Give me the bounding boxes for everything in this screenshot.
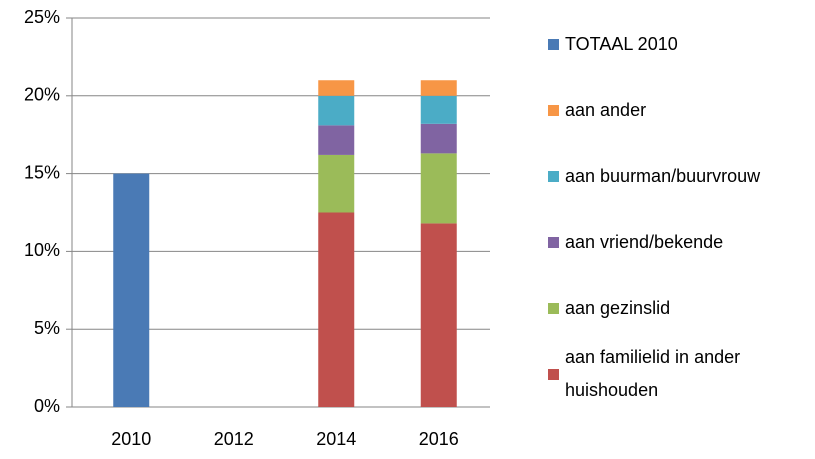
bar-segment <box>420 95 457 124</box>
y-tick-label: 0% <box>34 396 60 416</box>
bar-segment <box>318 95 355 126</box>
bar-segment <box>318 212 355 407</box>
legend-swatch <box>548 170 559 182</box>
legend: TOTAAL 2010 aan ander aan buurman/buurvrou… <box>548 11 810 407</box>
bar-segment <box>318 154 355 213</box>
bar-segment <box>113 173 150 407</box>
legend-item: aan vriend/bekende <box>548 209 810 275</box>
x-tick-label: 2010 <box>111 429 151 449</box>
bar-segment <box>420 123 457 154</box>
y-tick-label: 10% <box>24 240 60 260</box>
x-tick-label: 2016 <box>419 429 459 449</box>
legend-label: aan gezinslid <box>565 297 671 318</box>
bar-segment <box>420 80 457 96</box>
y-tick-label: 20% <box>24 85 60 105</box>
legend-label: aan familielid in ander huishouden <box>565 347 741 400</box>
bar-segment <box>318 125 355 155</box>
legend-swatch <box>548 368 559 380</box>
legend-swatch <box>548 236 559 248</box>
y-tick-label: 25% <box>24 7 60 27</box>
legend-item: aan buurman/buurvrouw <box>548 143 810 209</box>
legend-label: TOTAAL 2010 <box>565 33 678 54</box>
legend-label: aan buurman/buurvrouw <box>565 165 761 186</box>
bar-segment <box>420 223 457 407</box>
bar-segment <box>318 80 355 96</box>
legend-swatch <box>548 302 559 314</box>
legend-item: aan gezinslid <box>548 275 810 341</box>
legend-swatch <box>548 38 559 50</box>
legend-label: aan ander <box>565 99 647 120</box>
legend-swatch <box>548 104 559 116</box>
x-tick-label: 2012 <box>214 429 254 449</box>
legend-item: aan ander <box>548 77 810 143</box>
bar-segment <box>420 153 457 224</box>
legend-item: aan familielid in ander huishouden <box>548 341 810 407</box>
y-tick-label: 5% <box>34 318 60 338</box>
legend-label: aan vriend/bekende <box>565 231 724 252</box>
legend-item: TOTAAL 2010 <box>548 11 810 77</box>
y-tick-label: 15% <box>24 162 60 182</box>
x-tick-label: 2014 <box>316 429 356 449</box>
